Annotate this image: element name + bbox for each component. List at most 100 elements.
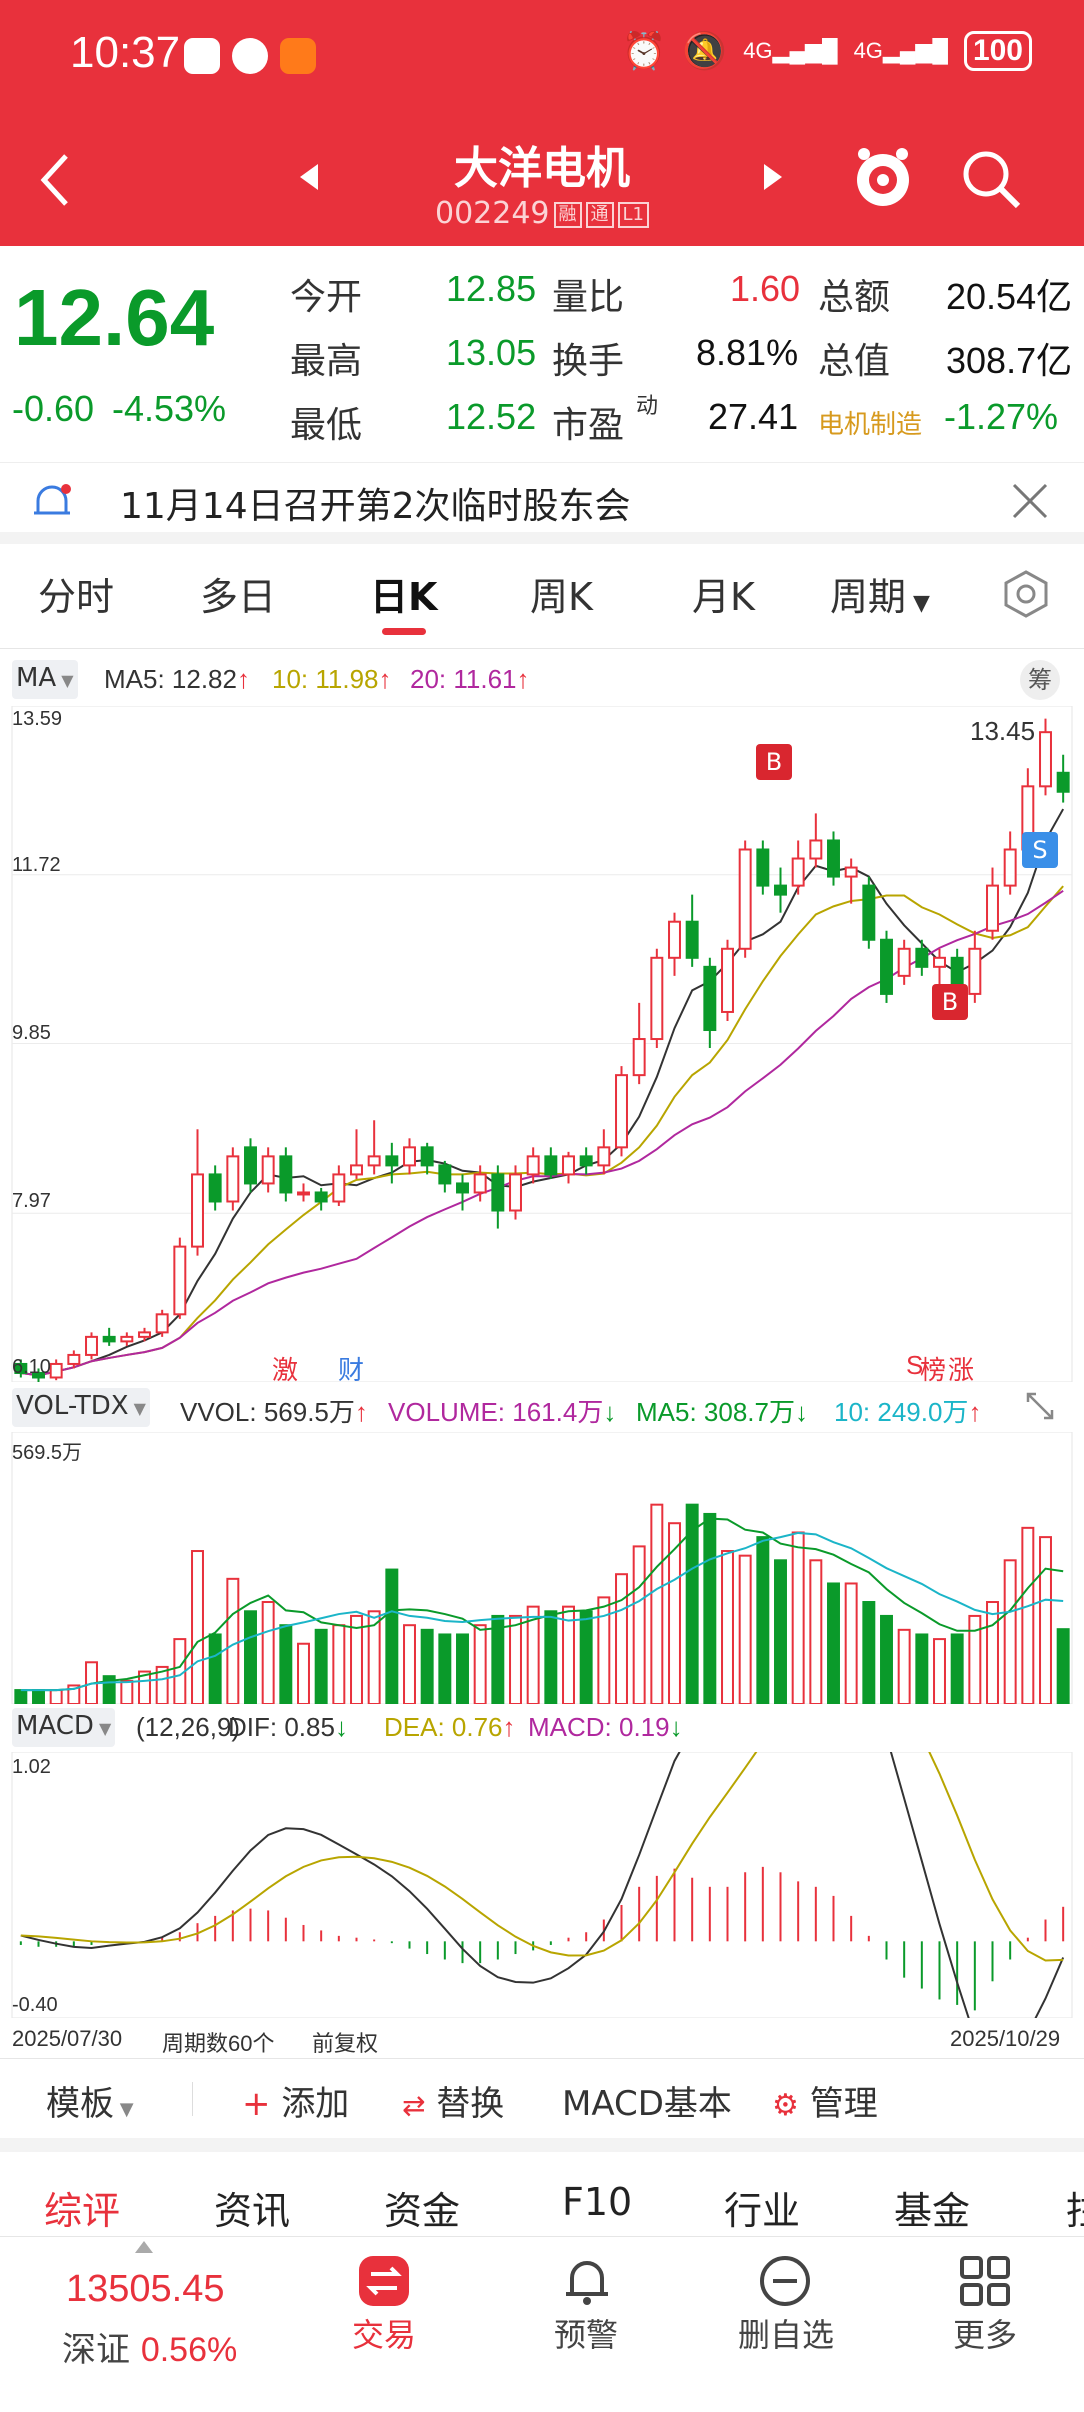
caret-up-icon (135, 2241, 153, 2253)
trade-icon[interactable] (357, 2254, 411, 2308)
candle (809, 839, 823, 860)
add-button[interactable]: + 添加 (242, 2084, 350, 2124)
candle (738, 848, 752, 950)
volume-bar (244, 1610, 257, 1704)
event-marker[interactable]: 涨 (948, 1355, 975, 1385)
manage-button[interactable]: ⚙ 管理 (772, 2084, 878, 2124)
candle (562, 1155, 575, 1176)
vol-ma10-line (20, 1531, 1064, 1692)
legend-volume: VOLUME: 161.4万↓ (388, 1397, 617, 1427)
volume-bar (350, 1614, 363, 1704)
nav-remove-watchlist[interactable]: 删自选 (737, 2316, 834, 2354)
sell-signal[interactable]: S (1022, 832, 1058, 868)
stat-value: 20.54亿 (946, 276, 1073, 317)
tab-daily-k[interactable]: 日K (370, 575, 438, 619)
nav-trade[interactable]: 交易 (351, 2316, 416, 2354)
volume-bar (579, 1610, 593, 1704)
assistant-icon[interactable] (852, 142, 914, 212)
macd-params: (12,26,9) (136, 1712, 241, 1742)
tab-monthly-k[interactable]: 月K (692, 575, 755, 619)
search-icon[interactable] (960, 148, 1022, 210)
indicator-select-macd[interactable]: MACD ▼ (12, 1708, 116, 1747)
volume-bar (367, 1610, 381, 1704)
kline-chart[interactable] (0, 706, 1084, 1382)
close-icon[interactable] (1012, 483, 1048, 519)
legend-dif: DIF: 0.85↓ (228, 1712, 348, 1742)
index-value[interactable]: 13505.45 (66, 2268, 225, 2310)
y-axis-label: 13.59 (12, 708, 63, 730)
volume-bar (809, 1559, 823, 1704)
notice-bar[interactable]: 11月14日召开第2次临时股东会 (0, 462, 1084, 544)
candle (261, 1155, 275, 1185)
index-info[interactable]: 深证 0.56% (62, 2330, 238, 2370)
candle (49, 1362, 63, 1379)
subtab-news[interactable]: 资讯 (214, 2189, 291, 2233)
volume-bar (473, 1624, 487, 1704)
tab-weekly-k[interactable]: 周K (530, 575, 593, 619)
subtab-industry[interactable]: 行业 (724, 2189, 801, 2233)
subtab-more[interactable]: 拄 (1066, 2180, 1084, 2235)
settings-icon[interactable] (1002, 570, 1050, 618)
end-date: 2025/10/29 (950, 2026, 1061, 2051)
candle (279, 1155, 293, 1194)
macd-basic-button[interactable]: MACD基本 (562, 2084, 732, 2124)
adjust-mode[interactable]: 前复权 (312, 2031, 379, 2056)
divider (192, 2082, 193, 2116)
subtab-funds[interactable]: 资金 (384, 2189, 461, 2233)
candle (703, 965, 717, 1032)
indicator-select-vol[interactable]: VOL-TDX ▼ (12, 1388, 150, 1427)
nav-alert[interactable]: 预警 (553, 2316, 618, 2354)
event-marker[interactable]: S (906, 1350, 924, 1380)
candle (191, 1173, 204, 1248)
stat-value: 8.81% (696, 332, 799, 373)
stock-code: 002249 融通 L1 (0, 196, 1084, 231)
bell-icon (34, 484, 71, 515)
tab-minute[interactable]: 分时 (38, 575, 115, 619)
volume-bar (314, 1628, 328, 1704)
volume-bar (844, 1582, 858, 1704)
subtab-overview[interactable]: 综评 (44, 2189, 121, 2233)
grid-icon[interactable] (958, 2254, 1012, 2308)
bell-icon[interactable] (560, 2254, 614, 2308)
app-notification-icon (280, 38, 316, 74)
volume-bar (332, 1624, 346, 1704)
event-marker[interactable]: 财 (338, 1355, 365, 1385)
industry-link[interactable]: 电机制造 (818, 409, 923, 439)
nav-more[interactable]: 更多 (952, 2316, 1017, 2354)
volume-bar (880, 1614, 893, 1704)
remove-watchlist-icon[interactable] (758, 2254, 812, 2308)
back-icon[interactable] (36, 150, 76, 210)
buy-signal[interactable]: B (756, 744, 792, 780)
next-stock-icon[interactable] (762, 162, 784, 192)
gear-icon: ⚙ (772, 2088, 799, 2123)
subtab-f10[interactable]: F10 (562, 2180, 633, 2224)
subtab-fund[interactable]: 基金 (894, 2189, 971, 2233)
volume-chart[interactable] (0, 1432, 1084, 1704)
start-date: 2025/07/30 (12, 2026, 123, 2051)
app-notification-icon (232, 38, 268, 74)
volume-bar (933, 1638, 946, 1704)
tab-multiday[interactable]: 多日 (200, 575, 277, 619)
volume-bar (756, 1536, 770, 1704)
candle (155, 1313, 169, 1334)
price-change: -0.60 (12, 388, 95, 429)
tab-period[interactable]: 周期 ▼ (830, 575, 930, 619)
replace-button[interactable]: ⇄ 替换 (402, 2084, 505, 2124)
y-axis-label: 1.02 (12, 1756, 51, 1778)
indicator-select-ma[interactable]: MA ▼ (12, 660, 78, 699)
volume-bar (774, 1559, 787, 1704)
prev-stock-icon[interactable] (298, 162, 320, 192)
candle (367, 1155, 381, 1167)
macd-chart[interactable] (0, 1752, 1084, 2018)
event-marker[interactable]: 榜 (920, 1355, 947, 1385)
candle (208, 1173, 222, 1203)
buy-signal[interactable]: B (932, 984, 968, 1020)
expand-icon[interactable] (1024, 1390, 1056, 1422)
volume-bar (120, 1679, 134, 1704)
volume-bar (1003, 1559, 1017, 1704)
template-button[interactable]: 模板 ▼ (46, 2084, 134, 2124)
event-marker[interactable]: 激 (272, 1355, 299, 1385)
chip-button[interactable]: 筹 (1020, 660, 1060, 700)
volume-bar (703, 1512, 717, 1704)
legend-dea: DEA: 0.76↑ (384, 1712, 516, 1742)
